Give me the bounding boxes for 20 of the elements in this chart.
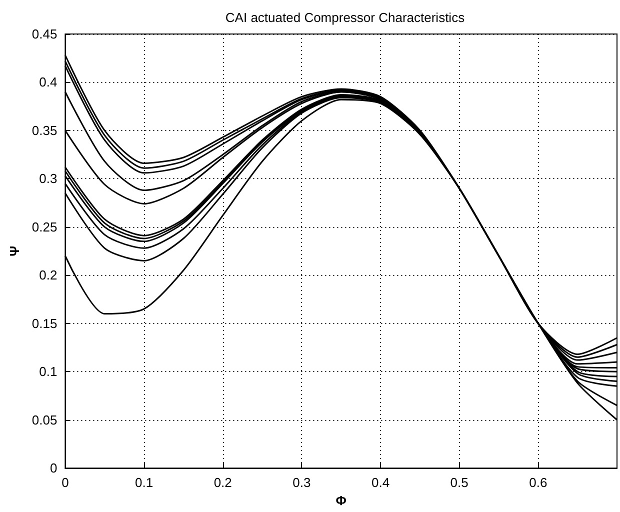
x-tick-label: 0 <box>62 475 69 490</box>
x-tick-label: 0.1 <box>134 475 154 490</box>
x-tick-label: 0.6 <box>529 475 548 490</box>
y-tick-label: 0.4 <box>39 74 58 90</box>
y-tick-label: 0.45 <box>32 26 58 42</box>
x-tick-label: 0.4 <box>371 475 390 490</box>
chart-title: CAI actuated Compressor Characteristics <box>225 10 466 25</box>
x-tick-label: 0.3 <box>292 475 311 490</box>
y-tick-label: 0 <box>50 460 58 476</box>
y-tick-label: 0.15 <box>32 316 58 331</box>
y-tick-label: 0.3 <box>39 171 58 186</box>
x-tick-label: 0.5 <box>450 475 468 490</box>
y-tick-label: 0.25 <box>32 219 58 234</box>
y-tick-label: 0.05 <box>32 412 58 428</box>
y-axis-title: Ψ <box>7 246 22 256</box>
y-tick-label: 0.35 <box>32 122 58 138</box>
x-axis-title: Φ <box>336 493 347 508</box>
y-tick-label: 0.2 <box>39 268 58 283</box>
y-tick-label: 0.1 <box>39 364 58 380</box>
x-tick-label: 0.2 <box>214 475 232 490</box>
